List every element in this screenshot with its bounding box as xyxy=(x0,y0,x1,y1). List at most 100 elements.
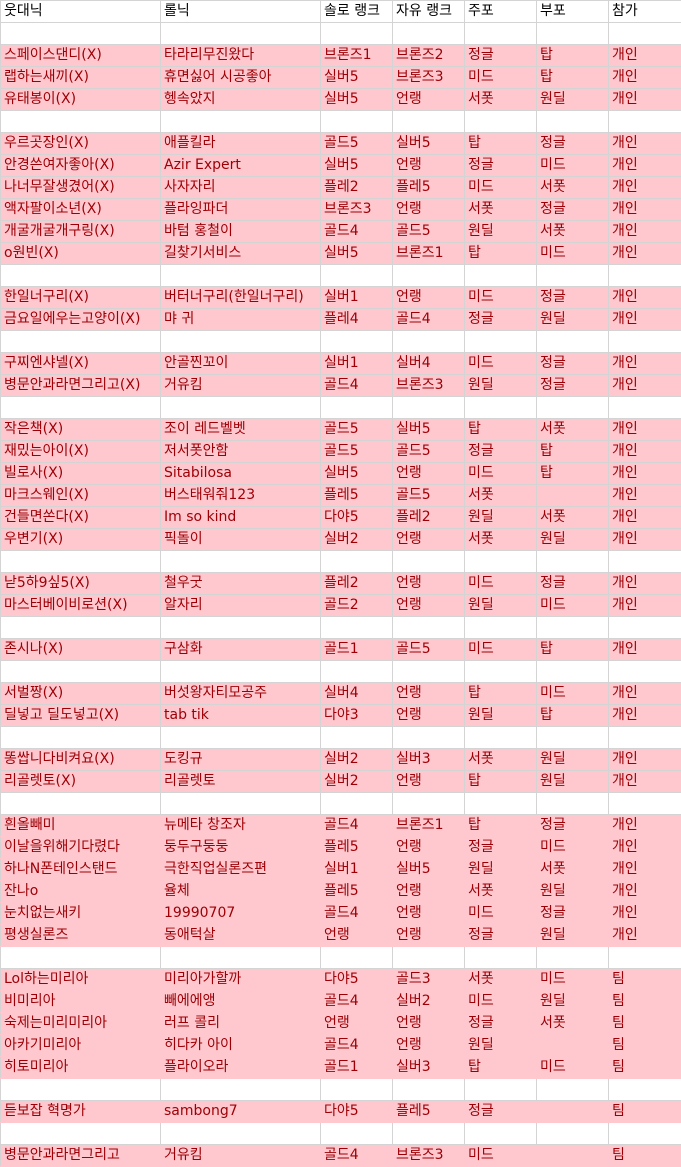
cell-flex-rank[interactable]: 언랭 xyxy=(392,880,465,903)
cell-lol-nick[interactable]: 사자자리 xyxy=(160,176,321,199)
cell-flex-rank[interactable]: 브론즈1 xyxy=(392,242,465,265)
cell-solo-rank[interactable]: 다야5 xyxy=(320,1100,393,1123)
cell-lol-nick[interactable]: 플라잉파더 xyxy=(160,198,321,221)
empty-cell[interactable] xyxy=(0,110,161,133)
cell-lol-nick[interactable]: Azir Expert xyxy=(160,154,321,177)
cell-participation[interactable]: 개인 xyxy=(608,462,681,485)
empty-cell[interactable] xyxy=(464,792,537,815)
cell-lol-nick[interactable]: 휴면싫어 시공좋아 xyxy=(160,66,321,89)
cell-lol-nick[interactable]: 둥두구둥둥 xyxy=(160,836,321,859)
cell-sub-position[interactable]: 서폿 xyxy=(536,1012,609,1035)
cell-lol-nick[interactable]: 플라이오라 xyxy=(160,1056,321,1079)
empty-cell[interactable] xyxy=(0,264,161,287)
cell-lol-nick[interactable]: 저서폿안함 xyxy=(160,440,321,463)
cell-flex-rank[interactable]: 브론즈3 xyxy=(392,66,465,89)
cell-solo-rank[interactable]: 골드4 xyxy=(320,374,393,397)
cell-main-position[interactable]: 원딜 xyxy=(464,858,537,881)
cell-community-nick[interactable]: 듣보잡 혁명가 xyxy=(0,1100,161,1123)
header-cell-sub-position[interactable]: 부포 xyxy=(536,0,609,23)
cell-community-nick[interactable]: 병문안과라면그리고 xyxy=(0,1144,161,1167)
cell-solo-rank[interactable]: 플레5 xyxy=(320,880,393,903)
cell-solo-rank[interactable]: 실버2 xyxy=(320,528,393,551)
cell-community-nick[interactable]: 흰올빼미 xyxy=(0,814,161,837)
cell-solo-rank[interactable]: 실버5 xyxy=(320,462,393,485)
empty-cell[interactable] xyxy=(536,110,609,133)
cell-main-position[interactable]: 탑 xyxy=(464,770,537,793)
cell-main-position[interactable]: 미드 xyxy=(464,462,537,485)
header-cell-lol-nick[interactable]: 롤닉 xyxy=(160,0,321,23)
cell-solo-rank[interactable]: 골드4 xyxy=(320,990,393,1013)
cell-community-nick[interactable]: 우변기(X) xyxy=(0,528,161,551)
empty-cell[interactable] xyxy=(320,792,393,815)
cell-participation[interactable]: 개인 xyxy=(608,132,681,155)
empty-cell[interactable] xyxy=(536,550,609,573)
cell-solo-rank[interactable]: 언랭 xyxy=(320,924,393,947)
cell-main-position[interactable]: 서폿 xyxy=(464,748,537,771)
empty-cell[interactable] xyxy=(392,264,465,287)
cell-flex-rank[interactable]: 언랭 xyxy=(392,902,465,925)
cell-lol-nick[interactable]: 길찾기서비스 xyxy=(160,242,321,265)
cell-community-nick[interactable]: 마크스웨인(X) xyxy=(0,484,161,507)
cell-main-position[interactable]: 정글 xyxy=(464,836,537,859)
cell-flex-rank[interactable]: 언랭 xyxy=(392,572,465,595)
cell-participation[interactable]: 팀 xyxy=(608,990,681,1013)
cell-community-nick[interactable]: 액자팔이소년(X) xyxy=(0,198,161,221)
cell-community-nick[interactable]: 금요일에우는고양이(X) xyxy=(0,308,161,331)
cell-lol-nick[interactable]: tab tik xyxy=(160,704,321,727)
empty-cell[interactable] xyxy=(536,726,609,749)
cell-community-nick[interactable]: 개굴개굴개구링(X) xyxy=(0,220,161,243)
empty-cell[interactable] xyxy=(0,550,161,573)
empty-cell[interactable] xyxy=(464,726,537,749)
cell-community-nick[interactable]: 비미리아 xyxy=(0,990,161,1013)
cell-solo-rank[interactable]: 실버2 xyxy=(320,748,393,771)
empty-cell[interactable] xyxy=(464,330,537,353)
cell-participation[interactable]: 개인 xyxy=(608,418,681,441)
cell-sub-position[interactable]: 미드 xyxy=(536,242,609,265)
cell-lol-nick[interactable]: 버섯왕자티모공주 xyxy=(160,682,321,705)
cell-lol-nick[interactable]: 리골렛토 xyxy=(160,770,321,793)
cell-flex-rank[interactable]: 실버4 xyxy=(392,352,465,375)
cell-flex-rank[interactable]: 언랭 xyxy=(392,88,465,111)
empty-cell[interactable] xyxy=(160,22,321,45)
empty-cell[interactable] xyxy=(320,264,393,287)
cell-flex-rank[interactable]: 언랭 xyxy=(392,682,465,705)
empty-cell[interactable] xyxy=(0,330,161,353)
cell-main-position[interactable]: 미드 xyxy=(464,66,537,89)
cell-lol-nick[interactable]: Sitabilosa xyxy=(160,462,321,485)
cell-flex-rank[interactable]: 실버3 xyxy=(392,1056,465,1079)
empty-cell[interactable] xyxy=(392,22,465,45)
cell-main-position[interactable]: 미드 xyxy=(464,176,537,199)
cell-sub-position[interactable]: 탑 xyxy=(536,462,609,485)
empty-cell[interactable] xyxy=(320,1122,393,1145)
cell-community-nick[interactable]: 스페이스댄디(X) xyxy=(0,44,161,67)
cell-participation[interactable]: 개인 xyxy=(608,924,681,947)
cell-participation[interactable]: 팀 xyxy=(608,1144,681,1167)
cell-flex-rank[interactable]: 언랭 xyxy=(392,704,465,727)
cell-solo-rank[interactable]: 실버1 xyxy=(320,286,393,309)
cell-participation[interactable]: 개인 xyxy=(608,748,681,771)
empty-cell[interactable] xyxy=(464,946,537,969)
empty-cell[interactable] xyxy=(536,396,609,419)
cell-main-position[interactable]: 원딜 xyxy=(464,1034,537,1057)
cell-main-position[interactable]: 미드 xyxy=(464,572,537,595)
empty-cell[interactable] xyxy=(464,1122,537,1145)
empty-cell[interactable] xyxy=(608,660,681,683)
empty-cell[interactable] xyxy=(160,330,321,353)
empty-cell[interactable] xyxy=(392,660,465,683)
cell-sub-position[interactable]: 정글 xyxy=(536,374,609,397)
cell-flex-rank[interactable]: 언랭 xyxy=(392,836,465,859)
cell-flex-rank[interactable]: 플레5 xyxy=(392,176,465,199)
cell-solo-rank[interactable]: 골드5 xyxy=(320,132,393,155)
cell-community-nick[interactable]: 건들면쏜다(X) xyxy=(0,506,161,529)
cell-main-position[interactable]: 미드 xyxy=(464,990,537,1013)
cell-solo-rank[interactable]: 골드4 xyxy=(320,902,393,925)
cell-solo-rank[interactable]: 골드1 xyxy=(320,1056,393,1079)
header-cell-main-position[interactable]: 주포 xyxy=(464,0,537,23)
empty-cell[interactable] xyxy=(464,110,537,133)
cell-flex-rank[interactable]: 브론즈1 xyxy=(392,814,465,837)
cell-main-position[interactable]: 원딜 xyxy=(464,220,537,243)
cell-flex-rank[interactable]: 언랭 xyxy=(392,154,465,177)
cell-sub-position[interactable]: 서폿 xyxy=(536,220,609,243)
empty-cell[interactable] xyxy=(608,726,681,749)
empty-cell[interactable] xyxy=(464,550,537,573)
